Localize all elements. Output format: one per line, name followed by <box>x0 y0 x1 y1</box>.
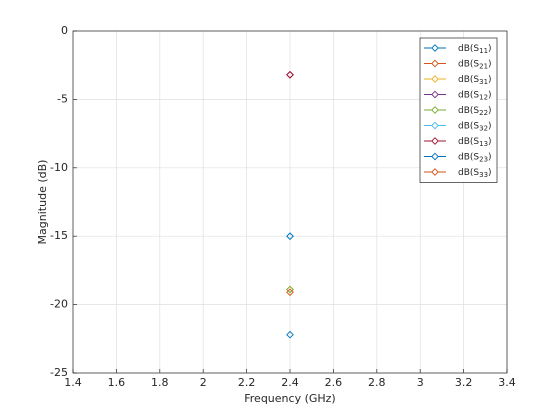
x-tick-label: 1.6 <box>108 376 126 389</box>
marker <box>286 70 294 79</box>
legend-marker <box>431 168 439 176</box>
legend-marker <box>431 90 439 99</box>
y-tick-label: -15 <box>50 229 68 242</box>
legend-marker <box>431 106 439 114</box>
legend-label: dB(S32) <box>458 121 492 133</box>
axes-box <box>72 30 508 374</box>
x-tick-label: 1.8 <box>151 376 169 389</box>
legend-marker <box>431 152 439 161</box>
x-tick-label: 3 <box>417 376 424 389</box>
legend-label: dB(S13) <box>458 137 492 149</box>
x-tick-label: 2.6 <box>325 376 343 389</box>
legend-label: dB(S22) <box>458 106 492 118</box>
x-tick-label: 1.4 <box>64 376 82 389</box>
marker <box>286 330 294 339</box>
y-tick-label: -5 <box>57 92 68 105</box>
legend-label: dB(S11) <box>458 44 492 56</box>
legend-marker <box>431 44 439 52</box>
y-axis-label: Magnitude (dB) <box>36 160 49 245</box>
marker <box>286 288 294 297</box>
x-tick-label: 2.8 <box>368 376 386 389</box>
legend-marker <box>431 75 439 83</box>
legend-label: dB(S12) <box>458 90 492 102</box>
y-tick-label: -10 <box>50 161 68 174</box>
legend-marker <box>431 59 439 68</box>
y-tick-label: -25 <box>50 366 68 379</box>
y-tick-label: 0 <box>61 24 68 37</box>
x-tick-label: 2 <box>200 376 207 389</box>
legend-label: dB(S21) <box>458 59 492 71</box>
legend-label: dB(S23) <box>458 152 492 164</box>
legend-label: dB(S31) <box>458 75 492 87</box>
marker <box>286 232 294 241</box>
legend-marker <box>431 121 439 130</box>
x-tick-label: 2.4 <box>281 376 299 389</box>
x-tick-label: 3.4 <box>498 376 516 389</box>
marker <box>286 285 294 294</box>
y-tick-label: -20 <box>50 298 68 311</box>
x-axis-label: Frequency (GHz) <box>244 392 335 405</box>
legend-marker <box>431 137 439 145</box>
x-tick-label: 2.2 <box>238 376 256 389</box>
x-tick-label: 3.2 <box>455 376 473 389</box>
legend-label: dB(S33) <box>458 168 492 180</box>
